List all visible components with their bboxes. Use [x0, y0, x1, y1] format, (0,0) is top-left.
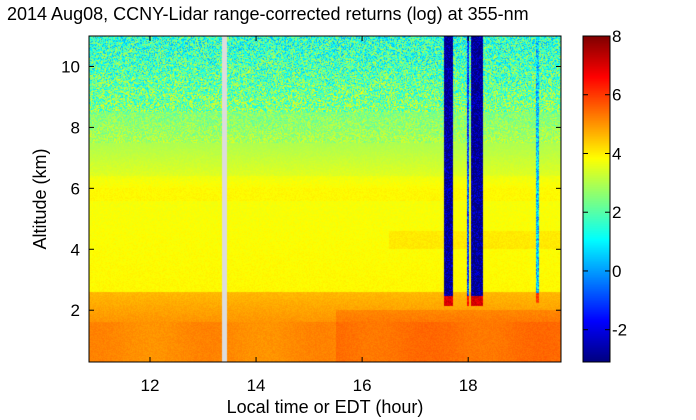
colorbar: -2 0 2 4 6 8: [582, 27, 627, 363]
chart-title: 2014 Aug08, CCNY-Lidar range-corrected r…: [7, 4, 529, 24]
y-tick-label: 8: [71, 118, 80, 137]
x-tick-label: 14: [247, 376, 266, 395]
colorbar-ticks: -2 0 2 4 6 8: [583, 27, 627, 340]
colorbar-tick-label: 4: [612, 144, 621, 163]
x-axis-label: Local time or EDT (hour): [227, 397, 424, 417]
y-tick-label: 10: [61, 57, 80, 76]
y-tick-label: 4: [71, 240, 80, 259]
colorbar-tick-label: 8: [612, 27, 621, 46]
x-tick-label: 18: [459, 376, 478, 395]
x-tick-label: 12: [141, 376, 160, 395]
x-tick-label: 16: [353, 376, 372, 395]
plot-frame: [88, 35, 562, 363]
colorbar-tick-label: 0: [612, 262, 621, 281]
y-tick-label: 6: [71, 179, 80, 198]
colorbar-frame: [582, 35, 611, 363]
colorbar-gradient: [583, 36, 610, 362]
y-axis-label: Altitude (km): [30, 148, 50, 249]
x-axis-ticks: 12 14 16 18: [141, 36, 478, 395]
plot-area: 12 14 16 18 2 4 6 8 10: [61, 35, 562, 395]
y-tick-label: 2: [71, 301, 80, 320]
heatmap-image: [89, 36, 561, 362]
colorbar-tick-label: 6: [612, 86, 621, 105]
y-axis-ticks: 2 4 6 8 10: [61, 57, 561, 320]
colorbar-tick-label: 2: [612, 203, 621, 222]
colorbar-tick-label: -2: [612, 321, 627, 340]
